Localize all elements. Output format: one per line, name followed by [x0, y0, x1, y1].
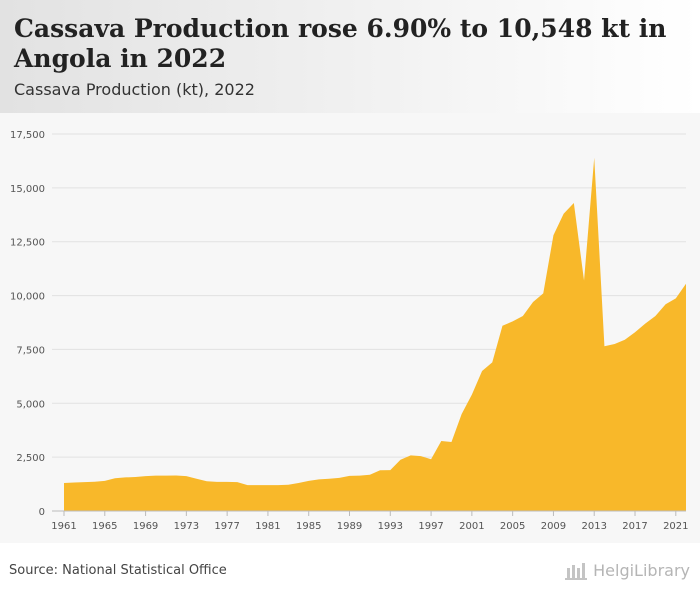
x-tick-label: 2017 — [622, 521, 647, 532]
x-tick-label: 1997 — [418, 521, 443, 532]
y-tick-label: 5,000 — [16, 399, 45, 410]
x-tick-label: 1981 — [255, 521, 280, 532]
x-tick-label: 1985 — [296, 521, 321, 532]
y-axis: 0 2,500 5,000 7,500 10,000 12,500 15,000 17,500 — [10, 130, 45, 518]
x-tick-label: 2013 — [582, 521, 607, 532]
x-tick-label: 1977 — [214, 521, 239, 532]
x-tick-label: 2021 — [663, 521, 688, 532]
helgi-library-logo: HelgiLibrary — [565, 561, 690, 580]
cassava-production-area — [64, 157, 686, 511]
x-tick-label: 2005 — [500, 521, 525, 532]
y-tick-label: 7,500 — [16, 345, 45, 356]
x-tick-label: 1969 — [133, 521, 158, 532]
y-tick-label: 12,500 — [10, 238, 45, 249]
x-tick-label: 1989 — [337, 521, 362, 532]
x-tick-label: 2009 — [541, 521, 566, 532]
x-tick-label: 1973 — [174, 521, 199, 532]
chart-subtitle: Cassava Production (kt), 2022 — [14, 80, 255, 99]
y-tick-label: 10,000 — [10, 292, 45, 303]
logo-text: HelgiLibrary — [593, 561, 690, 580]
y-tick-label: 2,500 — [16, 453, 45, 464]
y-tick-label: 15,000 — [10, 184, 45, 195]
y-tick-label: 17,500 — [10, 130, 45, 141]
source-note: Source: National Statistical Office — [9, 563, 227, 578]
x-tick-label: 1993 — [378, 521, 403, 532]
x-axis: 1961 1965 1969 1973 1977 1981 1985 1989 1993 1997… — [51, 510, 689, 532]
x-tick-label: 1961 — [51, 521, 76, 532]
building-icon — [565, 562, 588, 580]
page-title: Cassava Production rose 6.90% to 10,548 … — [14, 14, 667, 73]
header-banner: Cassava Production rose 6.90% to 10,548 … — [0, 0, 700, 113]
y-tick-label: 0 — [39, 507, 45, 518]
x-tick-label: 2001 — [459, 521, 484, 532]
x-tick-label: 1965 — [92, 521, 117, 532]
